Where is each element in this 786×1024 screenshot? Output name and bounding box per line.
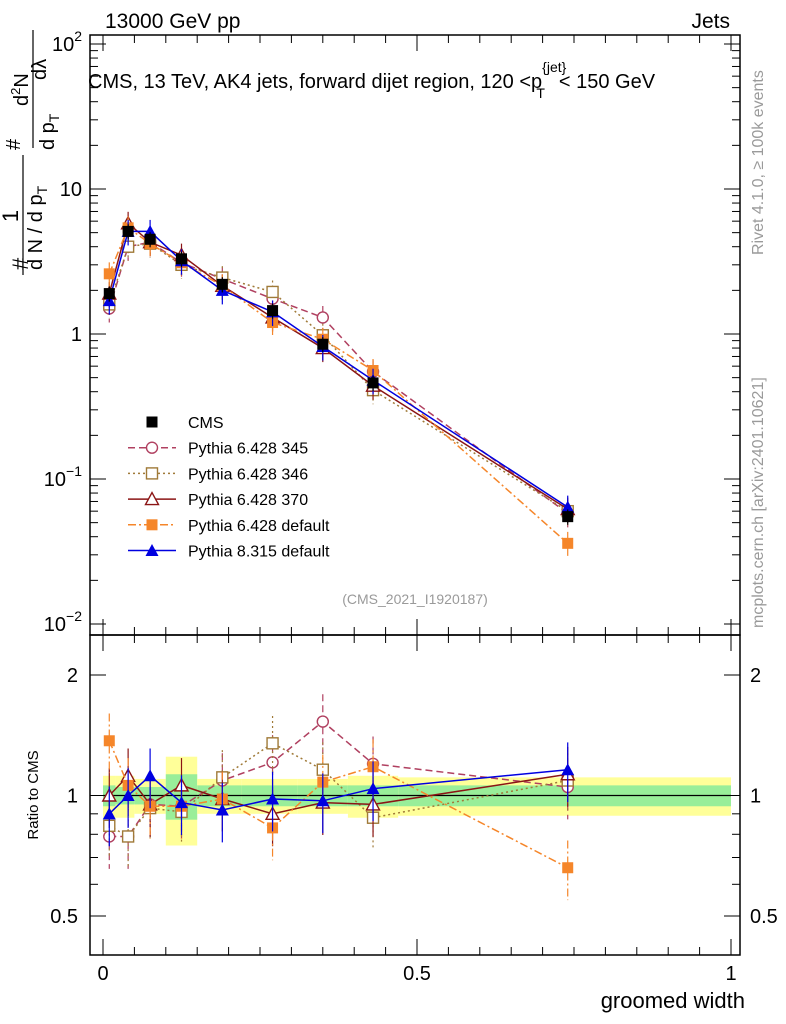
legend: CMS Pythia 6.428 345 Pythia 6.428 346 Pythi…: [128, 415, 330, 561]
legend-label: Pythia 6.428 370: [188, 492, 308, 509]
main-y-tick-label: 10: [60, 179, 82, 201]
data-point: [561, 500, 575, 513]
category-label: Jets: [691, 10, 730, 33]
x-tick-label: 0: [97, 963, 108, 985]
ratio-series-line: [108, 742, 568, 838]
rivet-version-label: Rivet 4.1.0, ≥ 100k events: [750, 70, 767, 255]
energy-label: 13000 GeV pp: [105, 10, 240, 33]
data-point: [317, 338, 329, 350]
main-y-axis-label: # 1 d N / d pT # d2N d pT dλ: [0, 30, 62, 275]
ratio-series-group: [101, 694, 576, 901]
legend-entry: CMS: [146, 415, 224, 432]
ratio-data-point: [316, 715, 329, 728]
analysis-id: (CMS_2021_I1920187): [342, 591, 488, 607]
ratio-uncertainty-bands: [103, 756, 731, 846]
series-pythia-8-315-default: [102, 219, 575, 522]
ratio-y-axis-label: Ratio to CMS: [25, 750, 42, 839]
ratio-y-tick-label-right: 1: [750, 786, 761, 808]
data-point: [266, 285, 279, 299]
series-line: [108, 242, 569, 512]
ratio-data-point: [121, 830, 135, 843]
legend-entry: Pythia 6.428 370: [128, 491, 308, 509]
ratio-data-point: [266, 792, 280, 805]
svg-text:d N / d pT: d N / d pT: [25, 185, 50, 270]
legend-marker: [145, 441, 159, 454]
ratio-data-point: [562, 862, 574, 874]
ratio-y-tick-label-right: 2: [750, 665, 761, 687]
legend-marker: [146, 416, 158, 428]
legend-entry: Pythia 8.315 default: [128, 544, 330, 561]
legend-marker: [146, 519, 158, 531]
series-line: [108, 226, 569, 544]
ratio-data-point: [316, 794, 330, 807]
data-point: [176, 253, 187, 265]
svg-text:1: 1: [0, 210, 23, 222]
series-pythia-6-428-346: [103, 232, 574, 526]
svg-text:#: #: [3, 138, 25, 150]
legend-marker: [145, 544, 159, 556]
ratio-data-point: [561, 763, 575, 776]
data-point: [367, 377, 379, 389]
x-tick-label: 0.5: [403, 963, 431, 985]
x-axis-label: groomed width: [601, 988, 745, 1013]
series-line: [108, 241, 569, 514]
legend-label: Pythia 6.428 345: [188, 441, 308, 458]
legend-marker: [145, 467, 159, 480]
data-point: [103, 288, 115, 300]
legend-label: Pythia 6.428 default: [188, 518, 330, 535]
data-point: [144, 233, 156, 245]
data-point: [267, 305, 279, 317]
ratio-data-point: [266, 737, 279, 750]
ratio-data-point: [103, 735, 115, 747]
legend-label: CMS: [188, 415, 224, 432]
legend-entry: Pythia 6.428 default: [128, 518, 330, 535]
ratio-data-point: [102, 807, 116, 820]
svg-text:d2N: d2N: [8, 73, 33, 106]
legend-entry: Pythia 6.428 345: [128, 441, 308, 458]
svg-text:dλ: dλ: [29, 59, 51, 80]
x-tick-label: 1: [725, 963, 736, 985]
ratio-y-tick-label-left: 2: [67, 665, 78, 687]
main-y-tick-label: 10−2: [44, 608, 82, 636]
ratio-data-point: [121, 789, 135, 801]
main-y-tick-label: 1: [71, 324, 82, 346]
mcplots-label: mcplots.cern.ch [arXiv:2401.10621]: [750, 377, 767, 628]
main-axis-ticks: 10−2 10−1 1 10 102: [44, 28, 740, 636]
data-point: [562, 537, 574, 549]
legend-label: Pythia 8.315 default: [188, 544, 330, 561]
data-point: [122, 225, 134, 237]
svg-text:#: #: [8, 257, 33, 270]
series-cms: [103, 224, 574, 525]
legend-entry: Pythia 6.428 346: [128, 466, 308, 483]
ratio-axis-ticks: 0 0.5 1 0.5 0.5 1 1 2 2: [50, 635, 778, 985]
series-pythia-6-428-345: [103, 230, 574, 528]
ratio-data-point: [175, 796, 188, 809]
plot-title: CMS, 13 TeV, AK4 jets, forward dijet reg…: [88, 59, 656, 101]
svg-text:d pT: d pT: [37, 113, 62, 150]
ratio-data-point: [366, 782, 380, 795]
main-series-group: [101, 211, 576, 558]
data-point: [103, 268, 115, 280]
ratio-y-tick-label-left: 0.5: [50, 906, 78, 928]
ratio-data-point: [143, 769, 157, 782]
main-y-tick-label: 10−1: [44, 463, 82, 491]
series-pythia-6-428-default: [103, 216, 574, 558]
data-point: [316, 311, 329, 324]
data-point: [216, 278, 228, 290]
legend-marker: [144, 491, 160, 506]
ratio-y-tick-label-right: 0.5: [750, 906, 778, 928]
ratio-data-point: [215, 803, 229, 816]
legend-label: Pythia 6.428 346: [188, 466, 308, 483]
data-point: [562, 511, 574, 523]
ratio-y-tick-label-left: 1: [67, 786, 78, 808]
ratio-series-pythia-8-315-default: [102, 742, 575, 847]
main-y-tick-label: 102: [52, 28, 82, 56]
